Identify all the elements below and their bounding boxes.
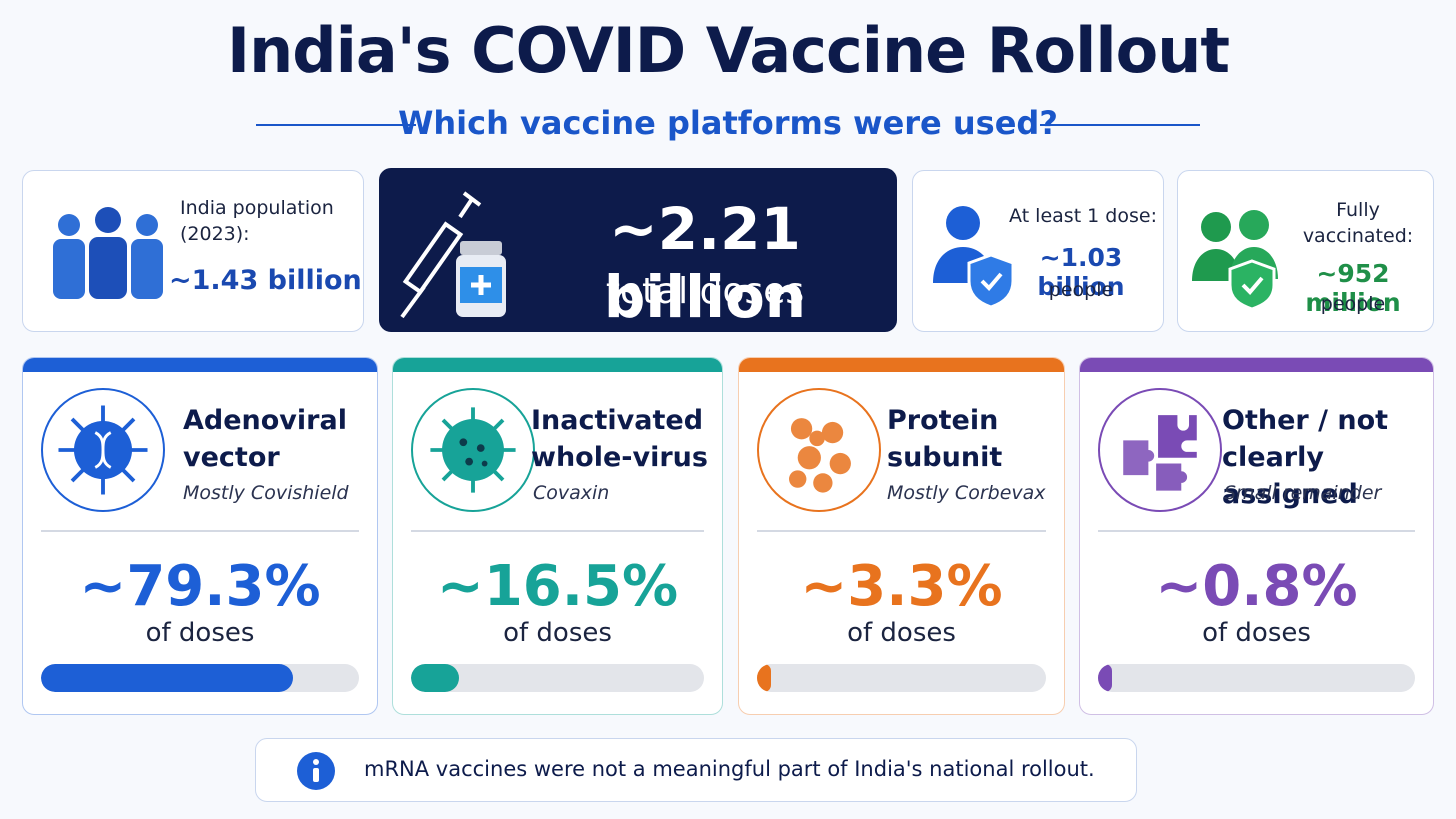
protein-icon [757, 388, 881, 512]
stat-value: ~1.43 billion [169, 265, 362, 296]
platform-note: Small remainder [1224, 482, 1382, 504]
share-caption: of doses [847, 618, 956, 648]
stat-unit: people [1320, 293, 1386, 315]
share-label: ~3.3% [800, 554, 1003, 619]
card-band [393, 358, 722, 372]
share-caption: of doses [503, 618, 612, 648]
puzzle-icon [1098, 388, 1222, 512]
stat-label: At least 1 dose: [1009, 205, 1157, 227]
stat-card: At least 1 dose: ~1.03 billion people [912, 170, 1164, 332]
stat-card: Fully vaccinated: ~952 million people [1177, 170, 1434, 332]
platform-note: Covaxin [533, 482, 610, 504]
subtitle: Which vaccine platforms were used? [398, 104, 1058, 142]
stat-value: ~952 million [1305, 259, 1401, 317]
stat-value: ~2.21 billion [603, 195, 807, 331]
bar-track [41, 664, 359, 692]
stat-label: Fully vaccinated: [1302, 199, 1414, 247]
platform-name: Other / not clearly assigned [1222, 405, 1389, 510]
rule [256, 124, 416, 126]
divider [757, 530, 1046, 532]
platform-note: Mostly Corbevax [887, 482, 1046, 504]
info-icon [297, 752, 335, 790]
bar [1098, 664, 1112, 692]
bar-track [411, 664, 704, 692]
people-icon [53, 207, 163, 299]
bar-track [757, 664, 1046, 692]
share-caption: of doses [1202, 618, 1311, 648]
platform-card: Protein subunit Mostly Corbevax ~3.3% of… [738, 357, 1065, 715]
card-band [1080, 358, 1433, 372]
platform-card: Other / not clearly assigned Small remai… [1079, 357, 1434, 715]
platform-note: Mostly Covishield [183, 482, 349, 504]
bar [41, 664, 294, 692]
stat-value: ~1.03 billion [1037, 243, 1125, 301]
stat-label: total doses [605, 271, 805, 312]
footnote-box: mRNA vaccines were not a meaningful part… [255, 738, 1137, 802]
bar [757, 664, 771, 692]
card-band [739, 358, 1064, 372]
title: India's COVID Vaccine Rollout [227, 14, 1230, 87]
stat-unit: people [1048, 279, 1114, 301]
virus-icon [411, 388, 535, 512]
stat-card: India population (2023): ~1.43 billion [22, 170, 364, 332]
divider [1098, 530, 1415, 532]
share-label: ~16.5% [436, 554, 679, 619]
platform-name: Inactivated whole-virus [531, 405, 708, 473]
bar [411, 664, 460, 692]
share-label: ~79.3% [79, 554, 321, 619]
divider [41, 530, 359, 532]
footnote: mRNA vaccines were not a meaningful part… [364, 757, 1095, 781]
people-shield-icon [1192, 210, 1278, 311]
stat-label: India population (2023): [180, 197, 334, 245]
stat-card: ~2.21 billion total doses [379, 168, 897, 332]
card-band [23, 358, 377, 372]
platform-name: Protein subunit [887, 405, 1003, 473]
syringe-icon [400, 191, 506, 319]
bar-track [1098, 664, 1415, 692]
share-label: ~0.8% [1155, 554, 1358, 619]
divider [411, 530, 704, 532]
platform-name: Adenoviral vector [183, 405, 347, 473]
platform-card: Inactivated whole-virus Covaxin ~16.5% o… [392, 357, 723, 715]
rule [1040, 124, 1200, 126]
person-shield-icon [933, 206, 1015, 307]
virus-icon [41, 388, 165, 512]
share-caption: of doses [145, 618, 255, 648]
platform-card: Adenoviral vector Mostly Covishield ~79.… [22, 357, 378, 715]
